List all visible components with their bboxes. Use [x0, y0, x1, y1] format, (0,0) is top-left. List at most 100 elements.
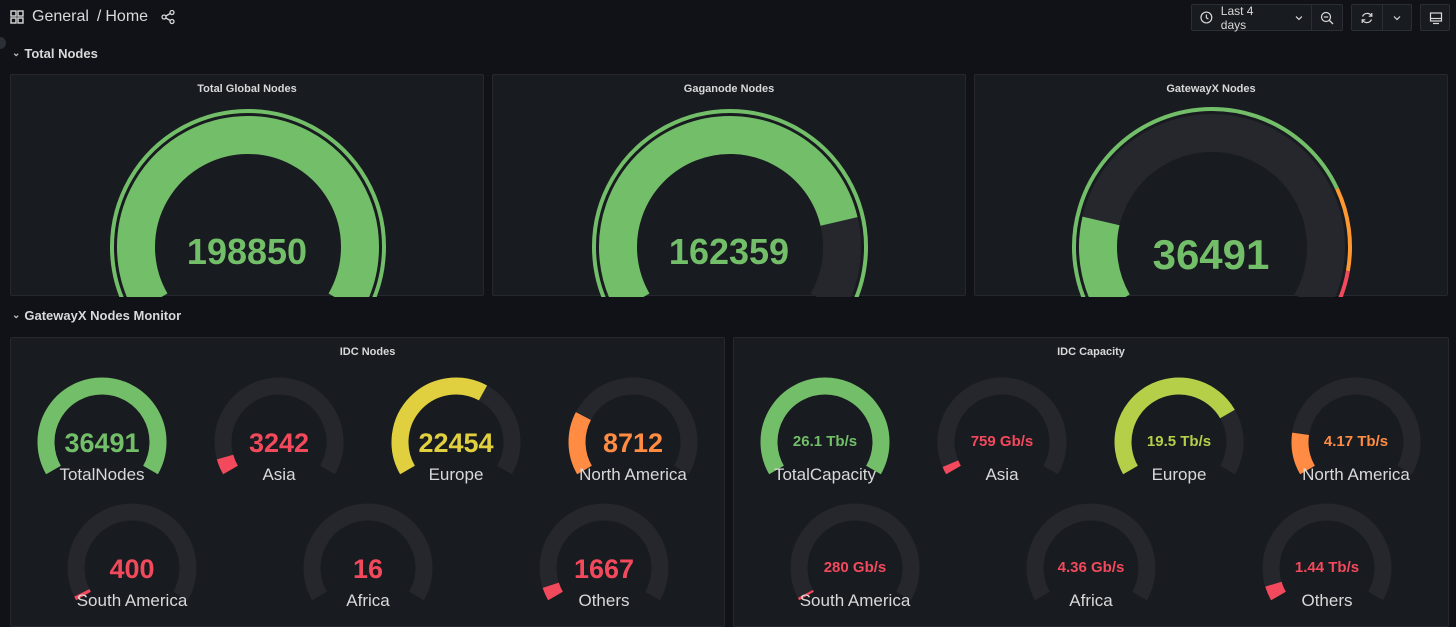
tv-mode-button[interactable]: [1421, 5, 1451, 30]
gauge-fill: [599, 116, 858, 297]
panel-idc-capacity[interactable]: IDC Capacity 26.1 Tb/s TotalCapacity 759 G…: [733, 337, 1449, 627]
panel-title: IDC Nodes: [339, 346, 396, 358]
gauge-fill: [797, 589, 814, 601]
mini-gauge[interactable]: 19.5 Tb/s Europe: [1094, 374, 1264, 494]
view-mode-group: [1420, 4, 1450, 31]
gauge-value: 19.5 Tb/s: [1146, 433, 1212, 450]
mini-gauge[interactable]: 8712 North America: [548, 374, 718, 494]
time-range-picker[interactable]: Last 4 days: [1192, 3, 1312, 32]
gauge-label: Asia: [262, 465, 296, 484]
panel-title: GatewayX Nodes: [1166, 83, 1256, 95]
mini-gauge[interactable]: 1667 Others: [519, 500, 689, 620]
chevron-down-icon: [1393, 15, 1401, 20]
mini-gauge[interactable]: 759 Gb/s Asia: [917, 374, 1087, 494]
gauge-value: 4.17 Tb/s: [1323, 433, 1389, 450]
gauge: [1026, 503, 1156, 601]
gauge-track: [1262, 503, 1392, 601]
refresh-button[interactable]: [1352, 5, 1384, 30]
top-bar: General / Home Last 4 days: [0, 0, 1456, 36]
gauge-label: Others: [578, 591, 630, 610]
gauge-label: TotalNodes: [59, 465, 145, 484]
sidebar-toggle[interactable]: [0, 37, 6, 49]
gauge-track: [303, 503, 433, 601]
dashboard-grid-icon[interactable]: [10, 10, 24, 24]
refresh-icon: [1361, 12, 1373, 23]
mini-gauge[interactable]: 280 Gb/s South America: [770, 500, 940, 620]
gauge-fill: [1114, 377, 1235, 475]
gauge-label: South America: [76, 591, 188, 610]
gauge-fill: [568, 412, 593, 475]
gauge: [1114, 377, 1244, 475]
gauge-label: Europe: [428, 465, 484, 484]
gauge-label: South America: [799, 591, 911, 610]
mini-gauge[interactable]: 4.36 Gb/s Africa: [1006, 500, 1176, 620]
panel-gaganode-nodes[interactable]: Gaganode Nodes 162359: [492, 74, 966, 297]
panel-title: Gaganode Nodes: [683, 83, 775, 95]
gauge: [539, 503, 669, 601]
gauge-threshold: [110, 109, 386, 297]
gauge-value: 26.1 Tb/s: [792, 433, 858, 450]
gauge-threshold: [1335, 187, 1352, 272]
gauge-value: 198850: [186, 231, 308, 272]
zoom-out-icon: [1320, 11, 1334, 24]
gauge-track: [1291, 377, 1421, 475]
panel-total-global-nodes[interactable]: Total Global Nodes 198850: [10, 74, 484, 297]
gauge-value: 22454: [418, 428, 494, 458]
panel-title: IDC Capacity: [1057, 346, 1125, 358]
gauge-label: Africa: [346, 591, 390, 610]
gauge: [303, 503, 433, 601]
breadcrumb-separator: /: [96, 8, 102, 25]
gauge: [110, 109, 386, 297]
mini-gauge[interactable]: 1.44 Tb/s Others: [1242, 500, 1412, 620]
gauge-label: Europe: [1151, 465, 1207, 484]
gauge-fill: [391, 377, 488, 475]
gauge-label: North America: [1302, 465, 1410, 484]
gauge-value: 3242: [248, 428, 310, 458]
gauge-fill: [117, 116, 379, 297]
chevron-down-icon: [1295, 15, 1303, 20]
gauge-label: Africa: [1069, 591, 1113, 610]
gauge: [67, 503, 197, 601]
share-icon[interactable]: [160, 9, 176, 25]
gauge-threshold: [592, 109, 868, 297]
gauge-label: Others: [1301, 591, 1353, 610]
gauge-value: 400: [109, 554, 155, 584]
gauge-value: 1667: [573, 554, 635, 584]
breadcrumb-folder[interactable]: General: [32, 8, 89, 25]
breadcrumb: General / Home: [10, 8, 176, 26]
gauge-track: [67, 503, 197, 601]
gauge: [1072, 107, 1352, 297]
mini-gauge[interactable]: 16 Africa: [283, 500, 453, 620]
gauge: [592, 109, 868, 297]
gauge: [37, 377, 167, 475]
mini-gauge[interactable]: 26.1 Tb/s TotalCapacity: [740, 374, 910, 494]
mini-gauge[interactable]: 4.17 Tb/s North America: [1271, 374, 1441, 494]
time-range-label: Last 4 days: [1220, 3, 1254, 32]
zoom-out-button[interactable]: [1312, 5, 1342, 30]
dashboard-title[interactable]: Home: [105, 8, 149, 25]
gauge: [1262, 503, 1392, 601]
gauge-fill: [942, 460, 961, 475]
gauge-track: [539, 503, 669, 601]
panel-title: Total Global Nodes: [197, 83, 297, 95]
refresh-interval-dropdown[interactable]: [1383, 5, 1411, 30]
mini-gauge[interactable]: 36491 TotalNodes: [17, 374, 187, 494]
gauge-track: [214, 377, 344, 475]
gauge-value: 280 Gb/s: [823, 559, 887, 576]
clock-icon: [1200, 11, 1213, 24]
gauge-track: [790, 503, 920, 601]
gauge-threshold: [1072, 107, 1339, 297]
mini-gauge[interactable]: 22454 Europe: [371, 374, 541, 494]
gauge-track: [1026, 503, 1156, 601]
panel-gatewayx-nodes[interactable]: GatewayX Nodes 36491: [974, 74, 1448, 297]
row-gatewayx-nodes-monitor[interactable]: ⌄ GatewayX Nodes Monitor: [12, 308, 181, 323]
row-total-nodes[interactable]: ⌄ Total Nodes: [12, 46, 98, 61]
gauge-label: TotalCapacity: [773, 465, 877, 484]
monitor-icon: [1429, 11, 1443, 24]
gauge-label: North America: [579, 465, 687, 484]
panel-idc-nodes[interactable]: IDC Nodes 36491 TotalNodes 3242 Asia 22454 Eu…: [10, 337, 725, 627]
mini-gauge[interactable]: 3242 Asia: [194, 374, 364, 494]
gauge-fill: [1265, 581, 1286, 601]
row-title: Total Nodes: [24, 46, 98, 61]
mini-gauge[interactable]: 400 South America: [47, 500, 217, 620]
